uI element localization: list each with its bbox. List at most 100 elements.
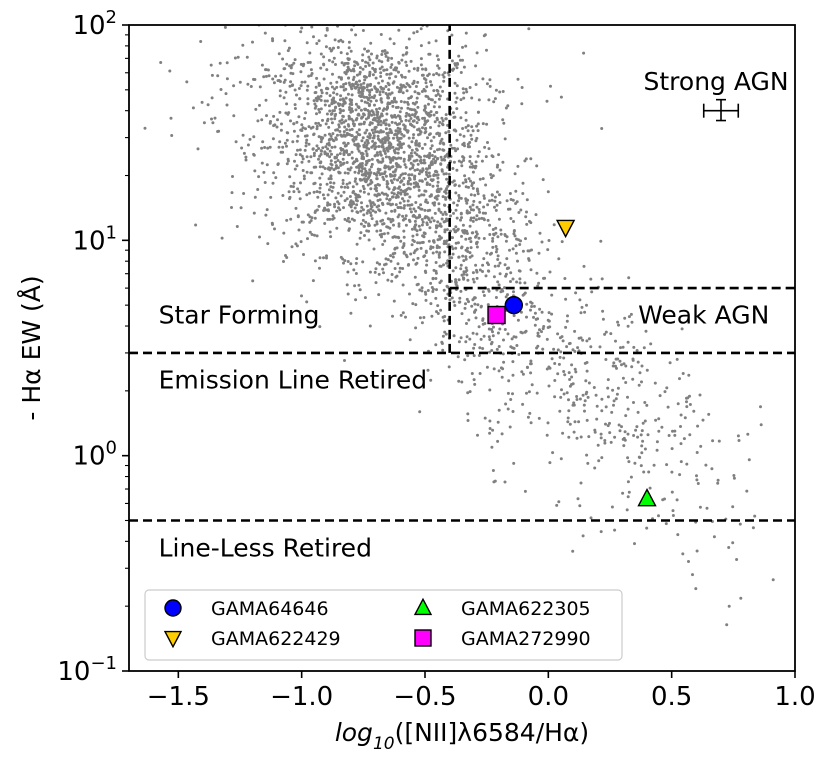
background-point <box>305 170 309 174</box>
background-point <box>361 184 365 188</box>
background-point <box>384 155 388 159</box>
background-point <box>367 224 371 228</box>
background-point <box>633 461 637 465</box>
background-point <box>373 127 377 131</box>
background-point <box>525 302 529 306</box>
background-point <box>301 169 305 172</box>
background-point <box>461 58 464 62</box>
background-point <box>199 40 203 43</box>
background-point <box>488 78 492 82</box>
background-point <box>432 157 436 161</box>
background-point <box>488 388 492 392</box>
background-point <box>343 134 347 138</box>
background-point <box>437 73 441 77</box>
background-point <box>437 66 441 70</box>
background-point <box>498 90 502 94</box>
background-point <box>359 122 363 126</box>
background-point <box>335 156 338 160</box>
background-point <box>354 137 358 141</box>
background-point <box>618 429 622 433</box>
background-point <box>620 363 623 367</box>
background-point <box>676 533 680 537</box>
background-point <box>318 176 322 180</box>
background-point <box>345 197 349 201</box>
background-point <box>354 118 358 122</box>
background-point <box>373 141 377 145</box>
background-point <box>346 171 350 175</box>
background-point <box>600 409 604 413</box>
background-point <box>460 234 463 238</box>
background-point <box>289 80 293 84</box>
background-point <box>517 211 521 214</box>
background-point <box>382 192 386 196</box>
background-point <box>464 111 468 115</box>
background-point <box>376 153 380 157</box>
background-point <box>415 233 419 237</box>
background-point <box>349 100 353 104</box>
background-point <box>298 197 302 201</box>
background-point <box>305 41 309 45</box>
background-point <box>375 222 379 226</box>
background-point <box>417 133 420 137</box>
background-point <box>488 223 492 227</box>
background-point <box>530 248 533 252</box>
background-point <box>300 26 304 30</box>
background-point <box>317 121 320 125</box>
background-point <box>466 412 470 416</box>
background-point <box>386 134 390 138</box>
background-point <box>412 67 416 71</box>
background-point <box>401 311 405 315</box>
background-point <box>278 110 282 114</box>
background-point <box>699 444 703 448</box>
background-point <box>416 241 420 245</box>
background-point <box>467 318 471 322</box>
background-point <box>225 61 229 65</box>
background-point <box>330 112 334 116</box>
background-point <box>261 140 265 144</box>
background-point <box>496 420 500 424</box>
background-point <box>552 347 556 351</box>
background-point <box>474 230 478 234</box>
background-point <box>436 3 439 6</box>
background-point <box>333 117 337 121</box>
background-point <box>475 276 479 280</box>
background-point <box>392 97 396 101</box>
background-point <box>209 63 213 67</box>
background-point <box>435 246 439 250</box>
background-point <box>395 193 399 197</box>
background-point <box>518 281 522 285</box>
y-tick-base: 10 <box>72 11 105 41</box>
background-point <box>405 64 409 67</box>
background-point <box>338 152 342 156</box>
background-point <box>698 393 702 397</box>
background-point <box>353 64 357 68</box>
background-point <box>471 219 475 223</box>
background-point <box>398 87 402 90</box>
background-point <box>305 134 309 138</box>
background-point <box>400 132 404 136</box>
background-point <box>509 198 513 201</box>
background-point <box>335 128 339 132</box>
background-point <box>402 183 406 187</box>
background-point <box>302 174 306 178</box>
background-point <box>522 292 526 296</box>
background-point <box>681 372 685 375</box>
background-point <box>347 216 350 220</box>
background-point <box>470 254 474 258</box>
background-point <box>276 163 280 166</box>
background-point <box>318 123 322 127</box>
background-point <box>487 335 491 339</box>
background-point <box>407 37 411 41</box>
background-point <box>400 119 403 123</box>
background-point <box>463 231 467 235</box>
background-point <box>427 133 431 137</box>
background-point <box>374 281 378 285</box>
background-point <box>359 108 363 112</box>
background-point <box>649 342 653 346</box>
background-point <box>423 208 427 212</box>
background-point <box>629 312 633 316</box>
background-point <box>413 175 416 179</box>
background-point <box>315 112 318 116</box>
background-point <box>412 31 416 35</box>
background-point <box>422 255 426 259</box>
